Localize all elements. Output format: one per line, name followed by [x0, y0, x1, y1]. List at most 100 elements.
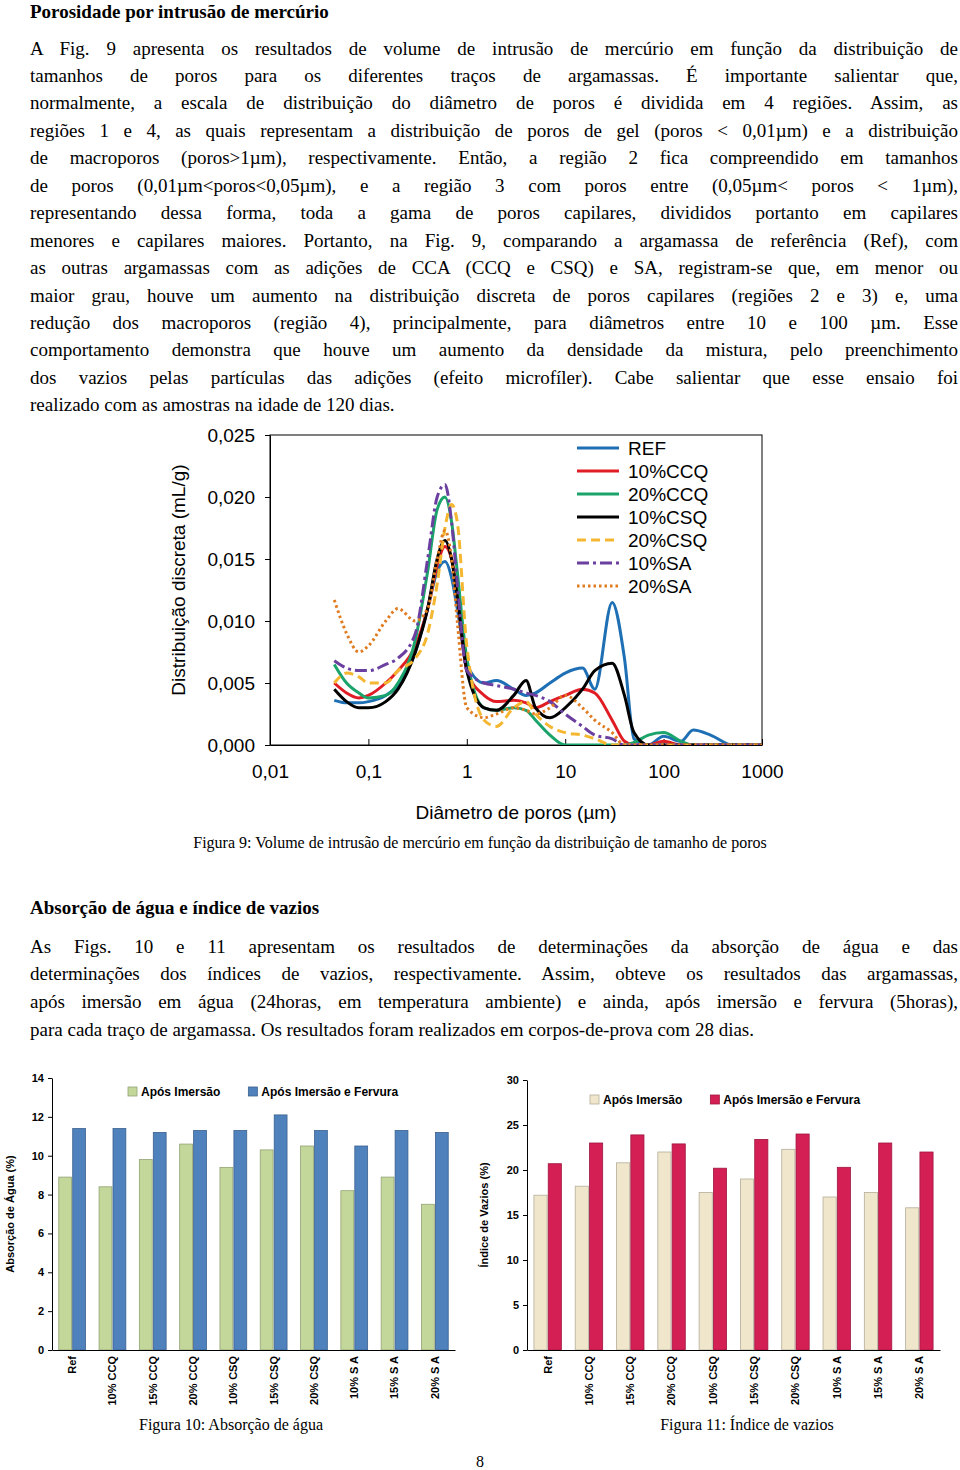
- tick-label: 5: [513, 1299, 519, 1311]
- legend-swatch: [128, 1087, 137, 1096]
- tick-mark: [523, 1215, 527, 1216]
- y-axis-tick: 0,015: [207, 549, 270, 570]
- x-axis-tick: 20% S A: [913, 1356, 925, 1399]
- bar: [421, 1204, 434, 1350]
- tick-mark: [48, 1350, 52, 1351]
- text-line: de poros (0,01µm<poros<0,05µm), e a regi…: [30, 172, 958, 199]
- x-axis-title: Diâmetro de poros (µm): [415, 802, 616, 823]
- bar: [395, 1130, 408, 1350]
- x-axis-tick: 15% CSQ: [748, 1356, 760, 1405]
- tick-label: 20% CSQ: [789, 1356, 801, 1405]
- tick-label: 10% S A: [348, 1356, 360, 1399]
- plot-bars: [59, 1115, 448, 1350]
- tick-mark: [48, 1156, 52, 1157]
- bar: [658, 1152, 671, 1350]
- bar: [823, 1197, 836, 1350]
- text-line: determinações dos índices de vazios, res…: [30, 960, 958, 987]
- text-line: realizado com as amostras na idade de 12…: [30, 391, 958, 418]
- bar: [920, 1152, 933, 1350]
- legend-label: 20%CCQ: [628, 484, 708, 505]
- x-axis-tick: 10: [555, 739, 576, 782]
- tick-mark: [523, 1125, 527, 1126]
- bar: [341, 1191, 354, 1350]
- tick-label: Ref: [542, 1356, 554, 1374]
- legend-label: Após Imersão: [603, 1093, 682, 1107]
- tick-label: 10% S A: [831, 1356, 843, 1399]
- y-axis-title: Absorção de Água (%): [4, 1155, 16, 1273]
- bar: [617, 1163, 630, 1350]
- bar: [548, 1164, 561, 1350]
- tick-label: 15% CCQ: [147, 1356, 159, 1406]
- y-axis-tick: 4: [38, 1266, 52, 1278]
- tick-label: 0: [38, 1344, 44, 1356]
- series-line: [334, 485, 762, 745]
- text-line: após imersão em água (24horas, em temper…: [30, 988, 958, 1015]
- tick-label: Ref: [66, 1356, 78, 1374]
- tick-mark: [48, 1078, 52, 1079]
- bar: [534, 1195, 547, 1350]
- text-line: de macroporos (poros>1µm), respectivamen…: [30, 144, 958, 171]
- y-axis: 051015202530: [507, 1074, 528, 1356]
- tick-label: 0,015: [207, 549, 255, 570]
- x-axis-tick: 20% CCQ: [187, 1356, 199, 1406]
- text-line: tamanhos de poros para os diferentes tra…: [30, 62, 958, 89]
- y-axis-tick: 0,020: [207, 487, 270, 508]
- legend-label: Após Imersão e Fervura: [723, 1093, 860, 1107]
- tick-mark: [762, 739, 763, 745]
- legend-swatch: [577, 493, 619, 496]
- y-axis: 0,0000,0050,0100,0150,0200,025: [207, 425, 270, 756]
- bar: [713, 1168, 726, 1350]
- series-line: [334, 504, 762, 745]
- section-heading: Absorção de água e índice de vazios: [30, 896, 319, 920]
- legend-label: 10%SA: [628, 553, 692, 574]
- bar: [906, 1208, 919, 1350]
- x-axis: Ref10% CCQ15% CCQ20% CCQ10% CSQ15% CSQ20…: [53, 1351, 456, 1406]
- tick-label: 20% S A: [913, 1356, 925, 1399]
- bar: [782, 1149, 795, 1350]
- tick-label: 10% CSQ: [707, 1356, 719, 1405]
- y-axis-tick: 10: [507, 1254, 527, 1266]
- legend-swatch: [590, 1095, 599, 1104]
- figure-caption: Figura 11: Índice de vazios: [660, 1415, 834, 1435]
- bar: [139, 1160, 152, 1350]
- legend: Após ImersãoApós Imersão e Fervura: [128, 1085, 398, 1099]
- bar: [864, 1193, 877, 1351]
- y-axis-tick: 14: [32, 1072, 52, 1084]
- y-axis-tick: 5: [513, 1299, 527, 1311]
- legend-swatch: [248, 1087, 257, 1096]
- line-chart: 0,010,111010010000,0000,0050,0100,0150,0…: [168, 425, 784, 823]
- x-axis-tick: 10% CCQ: [583, 1356, 595, 1406]
- tick-label: 20% CCQ: [187, 1356, 199, 1406]
- tick-mark: [368, 739, 369, 745]
- tick-label: 20: [507, 1164, 519, 1176]
- y-axis-tick: 12: [32, 1111, 52, 1123]
- bar: [234, 1130, 247, 1350]
- tick-mark: [265, 683, 270, 684]
- tick-label: 2: [38, 1305, 44, 1317]
- tick-mark: [523, 1080, 527, 1081]
- x-axis-line: [53, 1350, 456, 1351]
- y-axis-line: [527, 1081, 528, 1351]
- legend-swatch: [577, 585, 619, 588]
- y-axis: 02468101214: [32, 1072, 53, 1356]
- y-axis-tick: 0,005: [207, 673, 270, 694]
- legend-label: 10%CSQ: [628, 507, 707, 528]
- tick-label: 10: [32, 1150, 44, 1162]
- y-axis-tick: 20: [507, 1164, 527, 1176]
- tick-label: 30: [507, 1074, 519, 1086]
- tick-label: 15% CSQ: [748, 1356, 760, 1405]
- y-axis-line: [52, 1079, 53, 1351]
- tick-label: 15% CCQ: [624, 1356, 636, 1406]
- tick-label: 0,1: [356, 761, 382, 782]
- legend-swatch: [577, 470, 619, 473]
- tick-label: 10: [507, 1254, 519, 1266]
- tick-mark: [48, 1195, 52, 1196]
- text-line: regiões 1 e 4, as quais representam a di…: [30, 117, 958, 144]
- tick-label: 20% CSQ: [308, 1356, 320, 1405]
- tick-mark: [265, 745, 270, 746]
- bar: [274, 1115, 287, 1350]
- tick-mark: [523, 1260, 527, 1261]
- tick-label: 0,01: [252, 761, 289, 782]
- tick-label: 4: [38, 1266, 45, 1278]
- text-line: normalmente, a escala de distribuição do…: [30, 89, 958, 116]
